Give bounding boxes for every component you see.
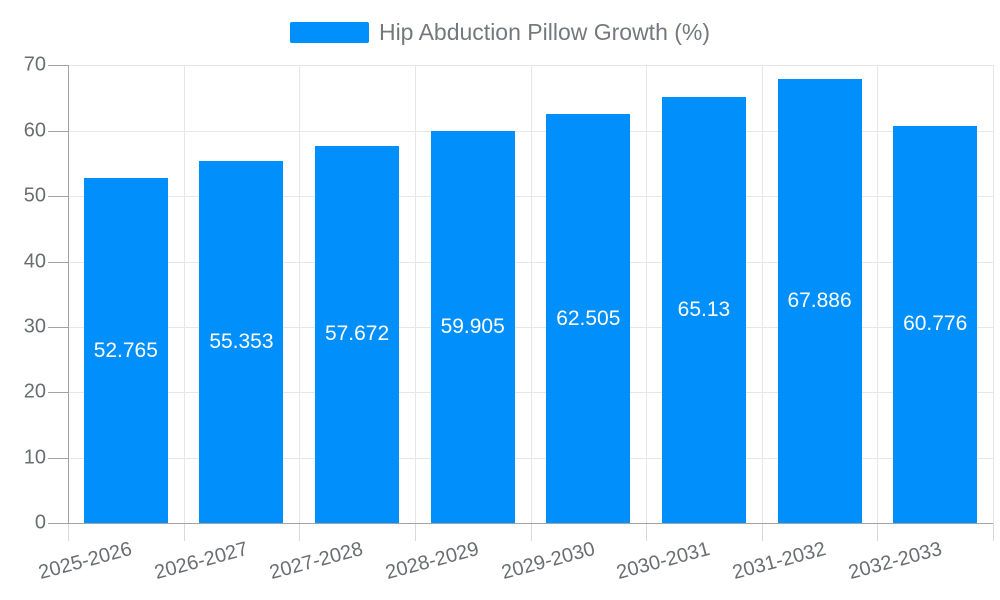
x-axis-tick: [183, 523, 185, 541]
x-axis-label: 2031-2032: [730, 538, 829, 585]
y-axis-label: 30: [23, 315, 46, 338]
gridline-vertical: [530, 65, 532, 523]
bar-value-label: 55.353: [209, 330, 274, 354]
y-axis-label: 70: [23, 53, 46, 76]
x-axis-tick: [646, 523, 648, 541]
y-axis-tick: [48, 457, 68, 459]
bar[interactable]: [893, 125, 978, 523]
gridline-vertical: [183, 65, 185, 523]
bar[interactable]: [199, 161, 284, 523]
y-axis-line: [68, 65, 69, 523]
gridline-vertical: [299, 65, 301, 523]
x-axis-tick: [414, 523, 416, 541]
x-axis-tick: [530, 523, 532, 541]
bar[interactable]: [430, 131, 515, 523]
y-axis-label: 10: [23, 446, 46, 469]
bar[interactable]: [83, 178, 168, 523]
y-axis-tick: [48, 196, 68, 198]
bar[interactable]: [546, 114, 631, 523]
legend-label: Hip Abduction Pillow Growth (%): [378, 19, 711, 45]
bar-value-label: 67.886: [787, 289, 852, 313]
x-axis-tick: [993, 523, 994, 541]
x-axis-label: 2026-2027: [152, 538, 251, 585]
x-axis-line: [68, 523, 993, 524]
x-axis-tick: [761, 523, 763, 541]
legend-marker: [289, 22, 369, 43]
bar[interactable]: [777, 79, 862, 523]
y-axis-tick: [48, 130, 68, 132]
x-axis-tick: [877, 523, 879, 541]
y-axis-tick: [48, 326, 68, 328]
y-axis-label: 0: [34, 511, 46, 534]
bar[interactable]: [315, 145, 400, 523]
y-axis-tick: [48, 261, 68, 263]
bar-value-label: 60.776: [903, 312, 968, 336]
gridline-vertical: [993, 65, 994, 523]
y-axis-tick: [48, 65, 68, 67]
bar-value-label: 62.505: [556, 306, 621, 330]
bar-value-label: 65.13: [677, 298, 731, 322]
y-axis-label: 60: [23, 119, 46, 142]
y-axis-label: 20: [23, 380, 46, 403]
y-axis-label: 50: [23, 184, 46, 207]
x-axis-label: 2025-2026: [36, 538, 135, 585]
x-axis-tick: [299, 523, 301, 541]
x-axis-label: 2028-2029: [383, 538, 482, 585]
bar-value-label: 57.672: [324, 322, 390, 346]
x-axis-tick: [68, 523, 69, 541]
gridline-vertical: [414, 65, 416, 523]
x-axis-label: 2032-2033: [845, 538, 944, 585]
gridline-vertical: [761, 65, 763, 523]
y-axis-tick: [48, 392, 68, 394]
y-axis-label: 40: [23, 250, 46, 272]
x-axis-label: 2029-2030: [498, 538, 598, 585]
x-axis-label: 2027-2028: [267, 538, 366, 585]
bar-value-label: 59.905: [440, 315, 505, 339]
x-axis-label: 2030-2031: [614, 538, 713, 585]
bar-value-label: 52.765: [93, 338, 158, 362]
y-axis-tick: [48, 523, 68, 524]
bar[interactable]: [661, 97, 746, 523]
gridline-vertical: [877, 65, 879, 523]
chart-legend[interactable]: Hip Abduction Pillow Growth (%): [0, 19, 1000, 46]
gridline-vertical: [646, 65, 648, 523]
